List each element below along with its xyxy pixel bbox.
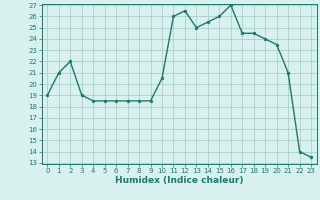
- X-axis label: Humidex (Indice chaleur): Humidex (Indice chaleur): [115, 176, 244, 185]
